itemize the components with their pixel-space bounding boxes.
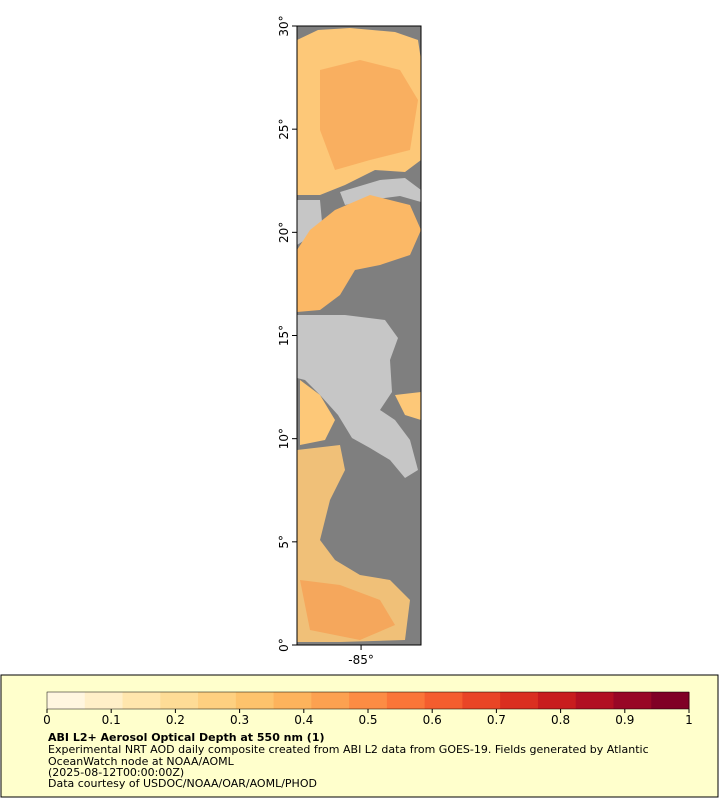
colorbar-tick-label: 0.5 <box>358 713 377 727</box>
colorbar-segment <box>651 692 690 709</box>
colorbar-segment <box>613 692 652 709</box>
colorbar-segment <box>575 692 614 709</box>
y-tick-label: 15° <box>277 325 291 346</box>
colorbar-segment <box>537 692 577 709</box>
colorbar-segment <box>47 692 86 709</box>
colorbar-segment <box>122 692 161 709</box>
y-tick-label: 5° <box>277 535 291 549</box>
aerosol-area <box>395 392 421 420</box>
colorbar-tick-label: 0.4 <box>294 713 313 727</box>
y-tick-label: 20° <box>277 222 291 243</box>
colorbar-segment <box>500 692 539 709</box>
colorbar: 0 0.1 0.2 0.3 0.4 0.5 0.6 0.7 0.8 0.9 1 <box>43 691 693 727</box>
colorbar-segment <box>386 692 426 709</box>
legend-credit: Data courtesy of USDOC/NOAA/OAR/AOML/PHO… <box>48 777 317 790</box>
colorbar-tick-label: 0.8 <box>551 713 570 727</box>
legend-description: Experimental NRT AOD daily composite cre… <box>48 743 649 768</box>
colorbar-segment <box>273 692 312 709</box>
colorbar-segment <box>160 692 199 709</box>
colorbar-segment <box>198 692 237 709</box>
land <box>340 178 421 205</box>
x-tick-label: -85° <box>348 653 374 667</box>
map-image <box>296 25 422 646</box>
colorbar-segment <box>424 692 463 709</box>
axes: 0° 5° 10° 15° 20° 25° 30° -85° <box>277 15 374 667</box>
aerosol-area <box>320 60 418 170</box>
colorbar-segment <box>235 692 275 709</box>
aerosol-area <box>297 195 421 312</box>
y-tick-label: 10° <box>277 428 291 449</box>
legend-title: ABI L2+ Aerosol Optical Depth at 550 nm … <box>48 731 325 744</box>
colorbar-segment <box>349 692 388 709</box>
colorbar-segment <box>311 692 350 709</box>
colorbar-tick-label: 0.6 <box>423 713 442 727</box>
land <box>297 200 322 245</box>
aerosol-area <box>300 580 395 640</box>
colorbar-tick-label: 0.9 <box>615 713 634 727</box>
colorbar-tick-label: 0 <box>43 713 51 727</box>
colorbar-tick-label: 0.1 <box>102 713 121 727</box>
colorbar-tick-label: 0.7 <box>487 713 506 727</box>
colorbar-segment <box>84 692 124 709</box>
legend-time: (2025-08-12T00:00:00Z) <box>48 766 185 779</box>
colorbar-tick-label: 0.3 <box>230 713 249 727</box>
y-tick-label: 25° <box>277 119 291 140</box>
colorbar-tick-label: 0.2 <box>166 713 185 727</box>
y-tick-label: 0° <box>277 638 291 652</box>
land <box>297 315 418 478</box>
colorbar-segment <box>462 692 501 709</box>
colorbar-tick-label: 1 <box>685 713 693 727</box>
y-tick-label: 30° <box>277 15 291 36</box>
aerosol-area <box>300 380 335 445</box>
